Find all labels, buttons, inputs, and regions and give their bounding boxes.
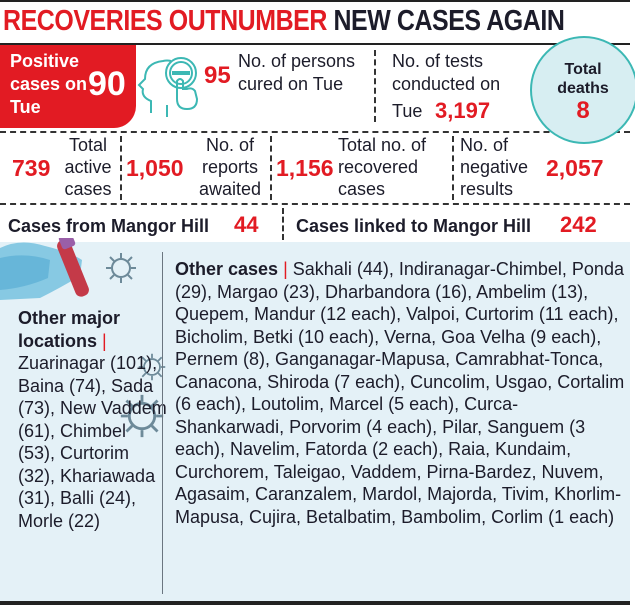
- virus-icon: [138, 353, 166, 381]
- tests-label: No. of tests conducted on: [392, 51, 501, 94]
- test-tube-icon: [0, 238, 89, 300]
- row-divider: [0, 203, 630, 205]
- locations-panel: [0, 242, 630, 601]
- negative-value: 2,057: [546, 155, 604, 181]
- divider: [120, 136, 122, 200]
- head-touch-icon: [137, 57, 199, 117]
- positive-cases-label: Positive cases on Tue: [10, 51, 88, 117]
- other-cases: Other cases | Sakhali (44), Indiranagar-…: [175, 258, 627, 528]
- divider: [374, 50, 376, 122]
- mangor-from-label: Cases from Mangor Hill: [8, 216, 210, 236]
- mangor-linked-value: 242: [560, 212, 597, 237]
- positive-cases-value: 90: [88, 65, 126, 103]
- pipe-separator: |: [102, 330, 107, 351]
- other-cases-heading: Other cases: [175, 259, 279, 279]
- divider: [270, 136, 272, 200]
- headline-dark: NEW CASES AGAIN: [333, 5, 565, 37]
- divider: [452, 136, 454, 200]
- other-major-locations: Other major locations | Zuarinagar (101)…: [18, 307, 168, 532]
- other-major-heading: Other major locations: [18, 308, 121, 351]
- tests-value: 3,197: [435, 98, 491, 123]
- other-major-text: Zuarinagar (101), Baina (74), Sada (73),…: [18, 353, 167, 531]
- virus-icon: [120, 394, 164, 438]
- mangor-from-value: 44: [234, 212, 259, 237]
- cured-label: No. of persons cured on Tue: [238, 51, 356, 94]
- other-cases-text: Sakhali (44), Indiranagar-Chimbel, Ponda…: [175, 259, 625, 527]
- deaths-circle: [530, 36, 635, 144]
- cured-value: 95: [204, 62, 231, 89]
- awaited-label: No. of reports awaited: [198, 135, 262, 199]
- headline: RECOVERIES OUTNUMBER NEW CASES AGAIN: [3, 5, 565, 38]
- tests-label-suffix: Tue: [392, 101, 423, 121]
- top-rule: [0, 0, 630, 2]
- headline-rule: [0, 43, 630, 45]
- virus-icon: [106, 253, 136, 283]
- active-label: Total active cases: [64, 135, 112, 199]
- recovered-value: 1,156: [276, 155, 334, 181]
- headline-red: RECOVERIES OUTNUMBER: [3, 5, 327, 37]
- pipe-separator: |: [283, 259, 288, 279]
- awaited-value: 1,050: [126, 155, 184, 181]
- active-value: 739: [12, 155, 51, 181]
- mangor-linked-label: Cases linked to Mangor Hill: [296, 216, 532, 236]
- deaths-label: Total deaths: [557, 61, 609, 97]
- positive-cases-box: Positive cases on Tue 90: [0, 45, 136, 128]
- column-divider: [162, 252, 163, 594]
- bottom-rule: [0, 601, 630, 605]
- recovered-label: Total no. of recovered cases: [338, 135, 427, 199]
- deaths-value: 8: [576, 97, 590, 124]
- divider: [282, 208, 284, 240]
- negative-label: No. of negative results: [460, 135, 529, 199]
- row-divider: [0, 131, 630, 133]
